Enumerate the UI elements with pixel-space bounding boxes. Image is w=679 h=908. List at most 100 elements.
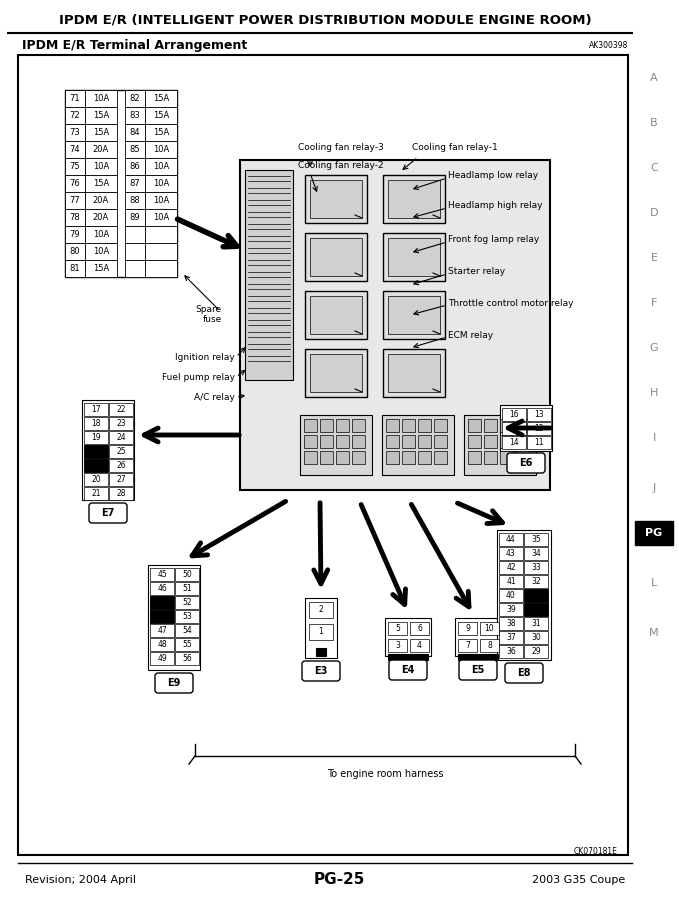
- Bar: [175, 638, 199, 651]
- Text: C: C: [650, 163, 658, 173]
- Text: 15A: 15A: [153, 128, 169, 137]
- Bar: [516, 435, 529, 448]
- Text: 77: 77: [70, 196, 80, 205]
- Bar: [175, 652, 199, 665]
- Text: 75: 75: [70, 162, 80, 171]
- Text: 49: 49: [157, 654, 167, 663]
- Bar: [320, 419, 333, 432]
- Bar: [125, 158, 145, 175]
- Bar: [85, 175, 117, 192]
- Bar: [388, 180, 440, 218]
- Bar: [150, 652, 174, 665]
- Text: 43: 43: [506, 549, 516, 558]
- Bar: [352, 451, 365, 464]
- Bar: [304, 435, 317, 448]
- Text: Cooling fan relay-2: Cooling fan relay-2: [298, 161, 384, 170]
- FancyBboxPatch shape: [155, 673, 193, 693]
- Text: E8: E8: [517, 668, 531, 678]
- Text: 20A: 20A: [93, 145, 109, 154]
- Text: 48: 48: [157, 640, 167, 649]
- Text: 25: 25: [116, 447, 126, 456]
- Text: Headlamp low relay: Headlamp low relay: [448, 171, 538, 180]
- Text: 87: 87: [130, 179, 141, 188]
- FancyBboxPatch shape: [507, 453, 545, 473]
- Bar: [150, 596, 174, 609]
- Text: Starter relay: Starter relay: [448, 268, 505, 277]
- Bar: [386, 419, 399, 432]
- Bar: [84, 431, 108, 444]
- Bar: [84, 417, 108, 430]
- Bar: [109, 431, 133, 444]
- Text: PG-25: PG-25: [313, 873, 365, 887]
- Text: CK070181E: CK070181E: [574, 847, 618, 856]
- Bar: [464, 415, 536, 475]
- Bar: [499, 589, 523, 602]
- Text: 10A: 10A: [93, 247, 109, 256]
- Bar: [524, 603, 548, 616]
- Text: 74: 74: [70, 145, 80, 154]
- Text: 18: 18: [91, 419, 100, 428]
- Bar: [382, 415, 454, 475]
- Text: 46: 46: [157, 584, 167, 593]
- Bar: [125, 90, 145, 107]
- Text: Fuel pump relay: Fuel pump relay: [162, 373, 235, 382]
- Bar: [500, 405, 552, 451]
- Bar: [84, 473, 108, 486]
- Text: 10A: 10A: [153, 179, 169, 188]
- Text: 19: 19: [91, 433, 100, 442]
- Text: 1: 1: [318, 627, 323, 637]
- Text: 33: 33: [531, 563, 541, 572]
- Text: J: J: [653, 483, 656, 493]
- Bar: [388, 238, 440, 276]
- Bar: [502, 422, 526, 435]
- Bar: [145, 243, 177, 260]
- Bar: [65, 90, 177, 277]
- Text: Cooling fan relay-3: Cooling fan relay-3: [298, 143, 384, 153]
- Bar: [175, 610, 199, 623]
- Bar: [388, 296, 440, 334]
- Bar: [458, 622, 477, 635]
- Bar: [310, 180, 362, 218]
- Bar: [150, 596, 174, 609]
- Text: 5: 5: [395, 624, 400, 633]
- Bar: [383, 349, 445, 397]
- Bar: [386, 451, 399, 464]
- Bar: [386, 435, 399, 448]
- Bar: [145, 192, 177, 209]
- Text: 20: 20: [91, 475, 100, 484]
- Bar: [65, 175, 85, 192]
- Bar: [500, 419, 513, 432]
- Bar: [502, 436, 526, 449]
- FancyBboxPatch shape: [459, 660, 497, 680]
- Text: 10A: 10A: [153, 196, 169, 205]
- Bar: [352, 419, 365, 432]
- Text: 12: 12: [534, 424, 544, 433]
- Text: 7: 7: [465, 641, 470, 650]
- Text: 15A: 15A: [153, 111, 169, 120]
- Bar: [145, 107, 177, 124]
- Bar: [524, 589, 548, 602]
- Bar: [65, 90, 85, 107]
- Bar: [499, 575, 523, 588]
- Text: G: G: [650, 343, 659, 353]
- Bar: [418, 451, 431, 464]
- Text: 13: 13: [534, 410, 544, 419]
- Bar: [455, 618, 501, 656]
- Text: 42: 42: [506, 563, 516, 572]
- Text: 3: 3: [395, 641, 400, 650]
- Bar: [65, 192, 85, 209]
- Bar: [336, 435, 349, 448]
- Text: 71: 71: [70, 94, 80, 103]
- Text: 38: 38: [506, 619, 516, 628]
- Text: E: E: [650, 253, 657, 263]
- Text: 11: 11: [534, 438, 544, 447]
- Bar: [527, 408, 551, 421]
- Text: H: H: [650, 388, 658, 398]
- Bar: [145, 90, 177, 107]
- Text: 10A: 10A: [93, 162, 109, 171]
- Bar: [175, 624, 199, 637]
- Text: 15A: 15A: [153, 94, 169, 103]
- Text: 35: 35: [531, 535, 541, 544]
- Text: AK300398: AK300398: [589, 42, 628, 51]
- Text: PG: PG: [645, 528, 663, 538]
